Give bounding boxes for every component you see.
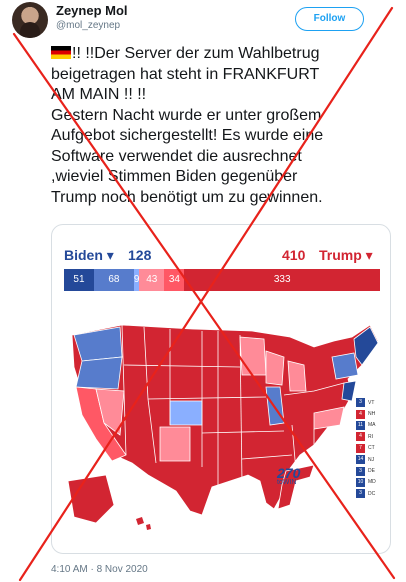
map-state-ak: [67, 474, 115, 524]
legend-state-abbr: NH: [368, 411, 376, 418]
ev-segment-1: 51: [64, 269, 94, 291]
map-state-mn: [239, 336, 267, 376]
legend-state-abbr: NJ: [368, 456, 375, 463]
legend-row-md: 10 MD: [356, 477, 376, 488]
legend-ev-count: 7: [356, 443, 365, 453]
legend-state-abbr: CT: [368, 445, 375, 452]
small-states-legend: 3 VT 4 NH 11 MA 4 RI 7 CT 14 NJ 3 DE 10 MD 3 DC: [356, 397, 376, 500]
map-state-wa: [73, 326, 123, 362]
biden-label[interactable]: Biden ▾: [64, 247, 114, 263]
legend-ev-count: 4: [356, 432, 365, 442]
tweet-line-3: AM MAIN !! !!: [51, 86, 147, 103]
tweet-text: !! !!Der Server der zum Wahlbetrug beige…: [51, 44, 391, 208]
electoral-vote-header: Biden ▾ 128 410 Trump ▾: [64, 247, 380, 267]
legend-ev-count: 10: [356, 477, 365, 487]
author-handle[interactable]: @mol_zeynep: [56, 20, 121, 31]
legend-ev-count: 3: [356, 398, 365, 408]
german-flag-icon: [51, 46, 71, 59]
legend-ev-count: 14: [356, 455, 365, 465]
legend-state-abbr: VT: [368, 399, 375, 406]
map-state-nm: [159, 426, 191, 462]
legend-row-dc: 3 DC: [356, 488, 376, 499]
ev-segment-4: 43: [139, 269, 165, 291]
ev-segment-2: 68: [93, 269, 134, 291]
legend-state-abbr: RI: [368, 433, 373, 440]
trump-total: 410: [282, 247, 306, 263]
legend-state-abbr: DE: [368, 468, 375, 475]
biden-total: 128: [128, 247, 152, 263]
map-state-wi: [265, 350, 285, 386]
map-state-co: [169, 400, 203, 426]
legend-row-ma: 11 MA: [356, 420, 376, 431]
tweet-line-2: beigetragen hat steht in FRANKFURT: [51, 65, 320, 83]
tweet-line-5: Aufgebot sichergestellt! Es wurde eine: [51, 127, 324, 144]
follow-button[interactable]: Follow: [295, 7, 364, 31]
legend-row-ri: 4 RI: [356, 431, 376, 442]
legend-row-vt: 3 VT: [356, 397, 376, 408]
legend-ev-count: 3: [356, 489, 365, 499]
tweet-media-image[interactable]: Biden ▾ 128 410 Trump ▾ 51 68 9 43 34 333: [51, 224, 391, 554]
legend-row-ct: 7 CT: [356, 443, 376, 454]
author-avatar[interactable]: [12, 2, 48, 38]
tweet-line-8: Trump noch benötigt um zu gewinnen.: [51, 188, 323, 206]
author-name[interactable]: Zeynep Mol: [56, 3, 128, 18]
tweet-line-1: !! !!Der Server der zum Wahlbetrug: [51, 44, 391, 65]
tweet-line-4: Gestern Nacht wurde er unter großem: [51, 106, 322, 124]
map-state-mi: [287, 360, 307, 392]
legend-row-nh: 4 NH: [356, 408, 376, 419]
ev-segment-5: 34: [164, 269, 185, 291]
legend-state-abbr: MD: [368, 479, 376, 486]
map-state-hi: [136, 517, 151, 530]
tweet-line-6: Software verwendet die ausrechnet: [51, 147, 302, 165]
us-electoral-map: [67, 324, 379, 530]
map-state-or: [75, 356, 123, 390]
270towin-logo: 270 toWIN: [277, 465, 317, 486]
legend-ev-count: 11: [356, 420, 365, 430]
legend-state-abbr: DC: [368, 490, 376, 497]
ev-segment-6: 333: [184, 269, 380, 291]
legend-ev-count: 3: [356, 466, 365, 476]
map-state-ny: [331, 352, 359, 380]
legend-state-abbr: MA: [368, 422, 376, 429]
electoral-vote-bar: 51 68 9 43 34 333: [64, 269, 380, 291]
legend-row-nj: 14 NJ: [356, 454, 376, 465]
trump-label[interactable]: Trump ▾: [319, 247, 373, 263]
legend-ev-count: 4: [356, 409, 365, 419]
tweet-timestamp[interactable]: 4:10 AM · 8 Nov 2020: [51, 564, 148, 575]
map-state-ne-states: [353, 326, 379, 366]
legend-row-de: 3 DE: [356, 465, 376, 476]
map-state-nj-md: [341, 380, 357, 402]
tweet-line-7: ,wieviel Stimmen Biden gegenüber: [51, 168, 298, 185]
